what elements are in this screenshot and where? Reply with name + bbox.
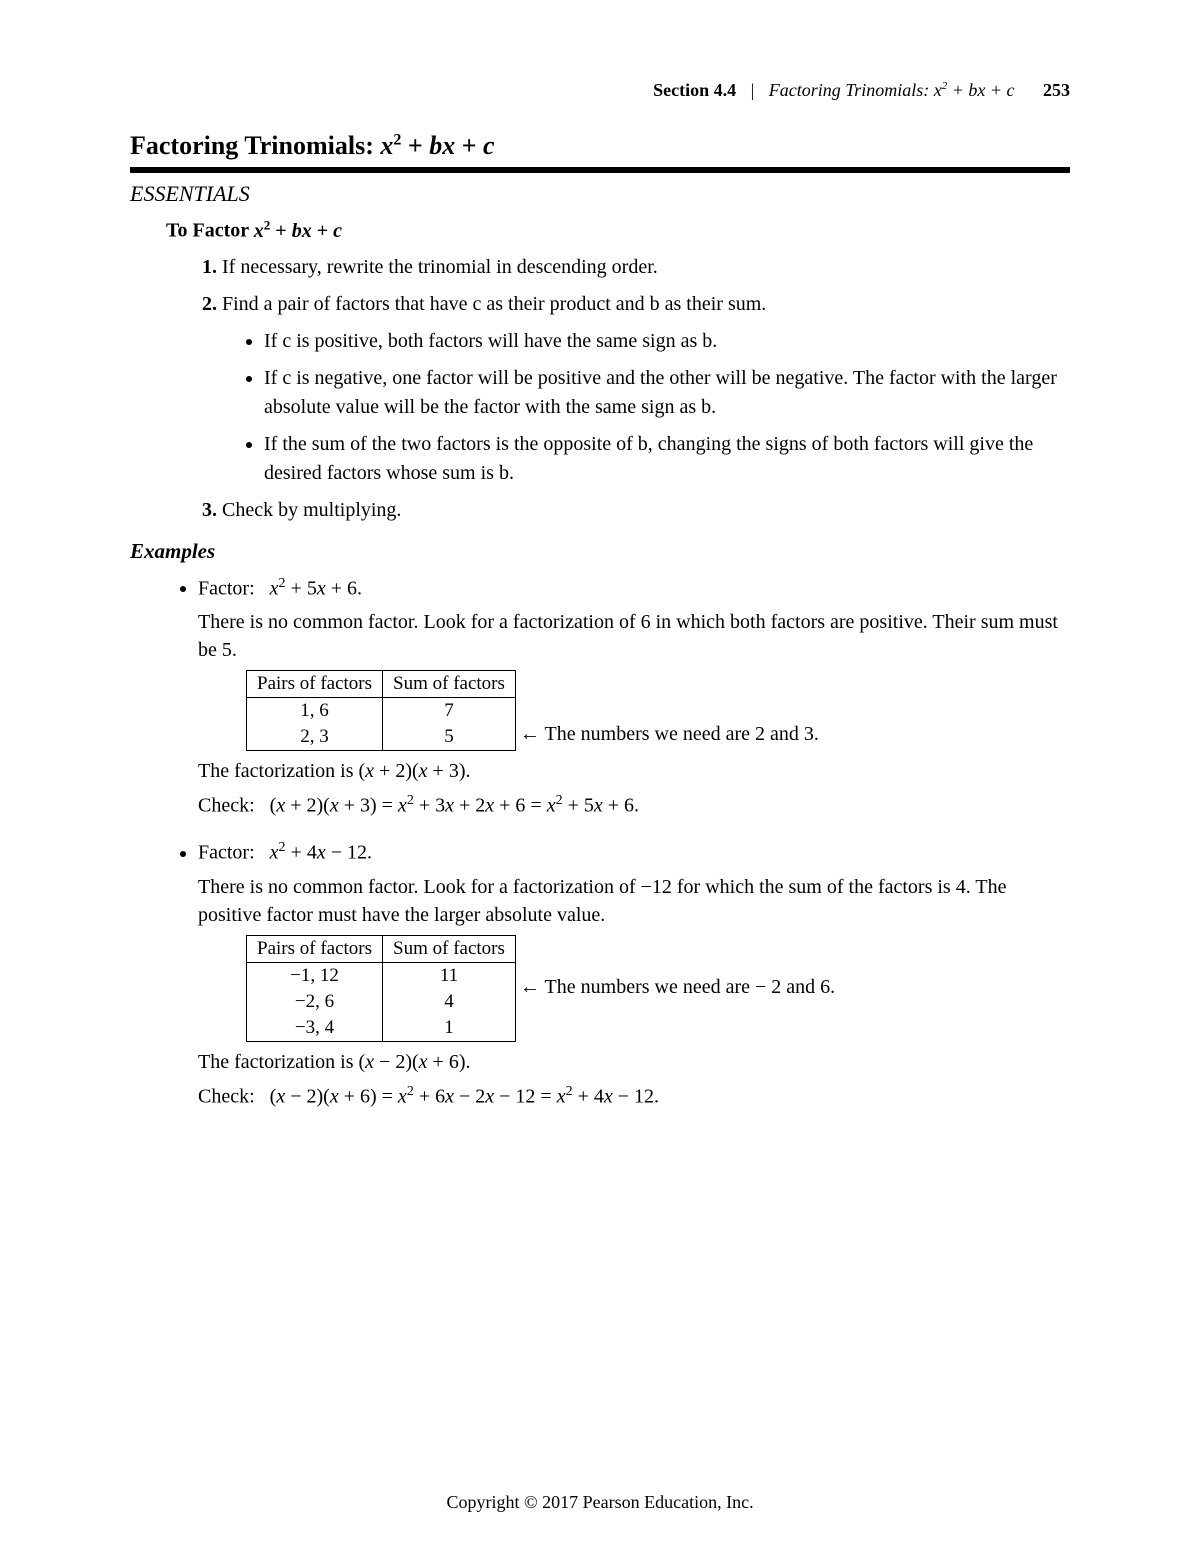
page: Section 4.4 | Factoring Trinomials: x2 +…: [0, 0, 1200, 1553]
ex2-prompt: Factor: x2 + 4x − 12.: [198, 838, 1070, 867]
ex2-explain: There is no common factor. Look for a fa…: [198, 873, 1070, 929]
ex2-check: Check: (x − 2)(x + 6) = x2 + 6x − 2x − 1…: [198, 1082, 1070, 1111]
ex1-check: Check: (x + 2)(x + 3) = x2 + 3x + 2x + 6…: [198, 791, 1070, 820]
running-header: Section 4.4 | Factoring Trinomials: x2 +…: [130, 80, 1070, 101]
ex1-th-sum: Sum of factors: [383, 671, 516, 698]
running-title-math: x2 + bx + c: [934, 80, 1015, 100]
ex2-r1c1: 4: [383, 989, 516, 1015]
step-3: Check by multiplying.: [222, 496, 1070, 525]
ex2-th-pairs: Pairs of factors: [247, 935, 383, 962]
examples-heading: Examples: [130, 539, 1070, 564]
ex1-note: ← The numbers we need are 2 and 3.: [520, 723, 819, 746]
example-1: Factor: x2 + 5x + 6. There is no common …: [198, 574, 1070, 820]
page-number: 253: [1043, 80, 1070, 100]
ex2-table-wrap: Pairs of factors Sum of factors −1, 12 1…: [246, 935, 1070, 1042]
ex1-table: Pairs of factors Sum of factors 1, 6 7 2…: [246, 670, 516, 751]
step-1: If necessary, rewrite the trinomial in d…: [222, 253, 1070, 282]
running-title: Factoring Trinomials: x2 + bx + c: [769, 80, 1019, 100]
sub-bullet-1: If c is positive, both factors will have…: [264, 327, 1070, 356]
ex1-prompt: Factor: x2 + 5x + 6.: [198, 574, 1070, 603]
to-factor-heading: To Factor x2 + bx + c: [166, 217, 1070, 243]
ex2-note: ← The numbers we need are − 2 and 6.: [520, 976, 835, 999]
ex2-factorization: The factorization is (x − 2)(x + 6).: [198, 1048, 1070, 1076]
to-factor-math: x2 + bx + c: [254, 220, 342, 242]
example-2: Factor: x2 + 4x − 12. There is no common…: [198, 838, 1070, 1110]
ex1-r0c0: 1, 6: [247, 698, 383, 725]
section-label: Section 4.4: [653, 80, 736, 100]
steps-list: If necessary, rewrite the trinomial in d…: [200, 253, 1070, 525]
ex2-th-sum: Sum of factors: [383, 935, 516, 962]
title-rule: [130, 167, 1070, 173]
essentials-heading: ESSENTIALS: [130, 181, 1070, 207]
ex1-table-wrap: Pairs of factors Sum of factors 1, 6 7 2…: [246, 670, 1070, 751]
ex2-r0c0: −1, 12: [247, 962, 383, 989]
sub-bullet-3: If the sum of the two factors is the opp…: [264, 430, 1070, 488]
step-2: Find a pair of factors that have c as th…: [222, 290, 1070, 488]
title-math: x2 + bx + c: [380, 131, 494, 160]
ex1-explain: There is no common factor. Look for a fa…: [198, 608, 1070, 664]
copyright-footer: Copyright © 2017 Pearson Education, Inc.: [0, 1492, 1200, 1513]
ex2-r2c1: 1: [383, 1015, 516, 1042]
page-title: Factoring Trinomials: x2 + bx + c: [130, 131, 1070, 161]
ex2-table: Pairs of factors Sum of factors −1, 12 1…: [246, 935, 516, 1042]
ex2-r2c0: −3, 4: [247, 1015, 383, 1042]
ex2-r1c0: −2, 6: [247, 989, 383, 1015]
sub-bullet-2: If c is negative, one factor will be pos…: [264, 364, 1070, 422]
ex1-r0c1: 7: [383, 698, 516, 725]
ex1-r1c1: 5: [383, 724, 516, 751]
examples-list: Factor: x2 + 5x + 6. There is no common …: [180, 574, 1070, 1111]
ex1-r1c0: 2, 3: [247, 724, 383, 751]
ex2-r0c1: 11: [383, 962, 516, 989]
ex1-th-pairs: Pairs of factors: [247, 671, 383, 698]
header-separator: |: [751, 80, 755, 100]
sub-bullets: If c is positive, both factors will have…: [250, 327, 1070, 488]
ex1-factorization: The factorization is (x + 2)(x + 3).: [198, 757, 1070, 785]
